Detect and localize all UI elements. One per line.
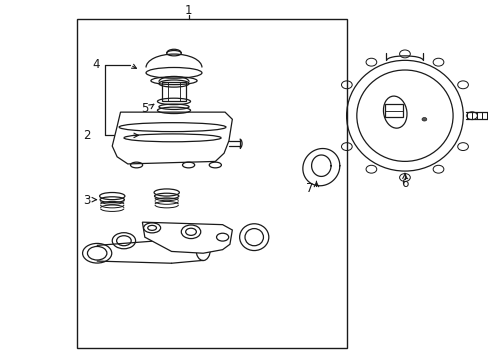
Bar xyxy=(77,19,346,348)
Text: 7: 7 xyxy=(306,183,313,195)
Text: 3: 3 xyxy=(82,194,90,207)
Ellipse shape xyxy=(421,117,426,121)
Text: 1: 1 xyxy=(184,4,192,17)
Polygon shape xyxy=(112,112,232,164)
Polygon shape xyxy=(142,222,232,253)
Text: 2: 2 xyxy=(82,129,90,142)
Text: 5: 5 xyxy=(141,102,148,115)
Bar xyxy=(384,104,402,117)
Bar xyxy=(162,82,186,102)
Text: 4: 4 xyxy=(92,58,100,72)
Text: 6: 6 xyxy=(400,177,408,190)
